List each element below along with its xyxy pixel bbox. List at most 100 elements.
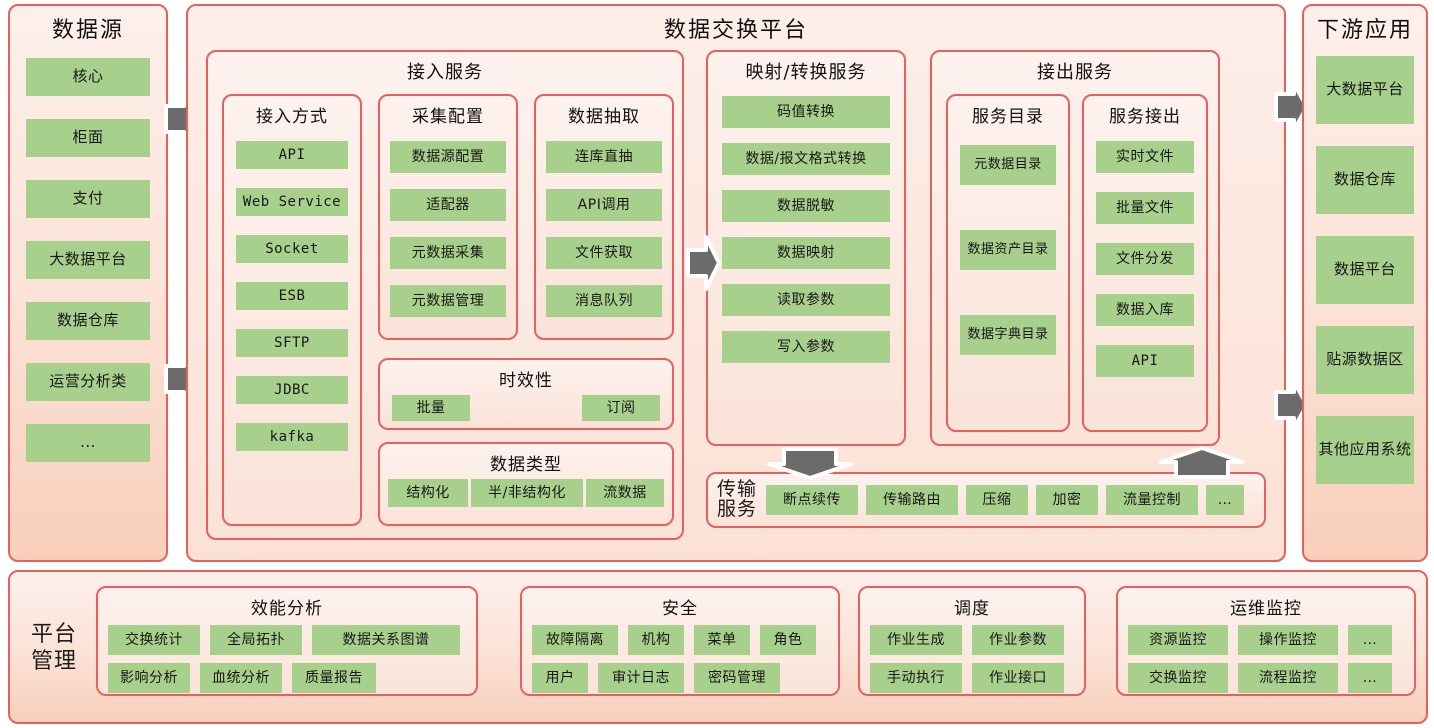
list-item[interactable]: API: [236, 141, 348, 169]
list-item[interactable]: 订阅: [582, 395, 660, 421]
group-row: 交换监控 流程监控 …: [1118, 663, 1414, 693]
performance-analysis-group: 效能分析 交换统计 全局拓扑 数据关系图谱 影响分析 血统分析 质量报告: [96, 586, 478, 696]
group-row: 影响分析 血统分析 质量报告: [98, 663, 476, 693]
list-item[interactable]: 数据关系图谱: [312, 625, 460, 655]
list-item[interactable]: 数据字典目录: [960, 315, 1056, 355]
list-item[interactable]: 支付: [26, 180, 150, 218]
list-item[interactable]: …: [1206, 485, 1244, 515]
list-item[interactable]: 数据/报文格式转换: [722, 143, 890, 175]
datasource-title: 数据源: [51, 18, 124, 43]
list-item[interactable]: …: [1348, 625, 1392, 655]
transport-service-title: 传输服务: [716, 478, 757, 520]
list-item[interactable]: 结构化: [388, 479, 468, 507]
list-item[interactable]: 码值转换: [722, 96, 890, 128]
list-item[interactable]: 用户: [532, 663, 588, 693]
list-item[interactable]: 文件分发: [1096, 243, 1194, 275]
list-item[interactable]: 大数据平台: [1316, 56, 1414, 124]
data-type-title: 数据类型: [490, 455, 562, 475]
map-transform-list: 码值转换 数据/报文格式转换 数据脱敏 数据映射 读取参数 写入参数: [708, 84, 904, 363]
list-item[interactable]: 审计日志: [598, 663, 684, 693]
list-item[interactable]: kafka: [236, 423, 348, 451]
list-item[interactable]: 连库直抽: [546, 141, 662, 173]
list-item[interactable]: ...: [26, 424, 150, 462]
list-item[interactable]: 机构: [628, 625, 684, 655]
list-item[interactable]: 元数据管理: [390, 285, 506, 317]
platform-management-panel: 平台管理 效能分析 交换统计 全局拓扑 数据关系图谱 影响分析 血统分析 质量报…: [8, 570, 1428, 724]
list-item[interactable]: 元数据采集: [390, 237, 506, 269]
list-item[interactable]: SFTP: [236, 329, 348, 357]
list-item[interactable]: 数据脱敏: [722, 190, 890, 222]
list-item[interactable]: 批量: [392, 395, 470, 421]
list-item[interactable]: 角色: [760, 625, 816, 655]
list-item[interactable]: 流数据: [586, 479, 664, 507]
list-item[interactable]: 密码管理: [694, 663, 780, 693]
ops-monitoring-group: 运维监控 资源监控 操作监控 … 交换监控 流程监控 …: [1116, 586, 1416, 696]
list-item[interactable]: 其他应用系统: [1316, 416, 1414, 484]
list-item[interactable]: 流量控制: [1106, 485, 1198, 515]
list-item[interactable]: 写入参数: [722, 331, 890, 363]
list-item[interactable]: 手动执行: [870, 663, 962, 693]
timeliness-list: 批量 订阅: [380, 391, 672, 421]
list-item[interactable]: 交换监控: [1128, 663, 1228, 693]
performance-analysis-title: 效能分析: [251, 599, 323, 619]
list-item[interactable]: …: [1348, 663, 1392, 693]
list-item[interactable]: 传输路由: [866, 485, 958, 515]
data-type-panel: 数据类型 结构化 半/非结构化 流数据: [378, 442, 674, 526]
security-group: 安全 故障隔离 机构 菜单 角色 用户 审计日志 密码管理: [520, 586, 840, 696]
list-item[interactable]: 数据源配置: [390, 141, 506, 173]
list-item[interactable]: 核心: [26, 58, 150, 96]
access-method-panel: 接入方式 API Web Service Socket ESB SFTP JDB…: [222, 94, 362, 526]
data-extract-title: 数据抽取: [568, 107, 640, 127]
list-item[interactable]: 元数据目录: [960, 145, 1056, 185]
list-item[interactable]: 数据平台: [1316, 236, 1414, 304]
list-item[interactable]: 贴源数据区: [1316, 326, 1414, 394]
list-item[interactable]: API调用: [546, 189, 662, 221]
list-item[interactable]: JDBC: [236, 376, 348, 404]
collect-config-title: 采集配置: [412, 107, 484, 127]
group-row: 交换统计 全局拓扑 数据关系图谱: [98, 625, 476, 655]
list-item[interactable]: 作业接口: [972, 663, 1064, 693]
list-item[interactable]: 加密: [1036, 485, 1098, 515]
list-item[interactable]: 资源监控: [1128, 625, 1228, 655]
list-item[interactable]: 故障隔离: [532, 625, 618, 655]
list-item[interactable]: Web Service: [236, 188, 348, 216]
list-item[interactable]: 半/非结构化: [471, 479, 583, 507]
list-item[interactable]: 数据入库: [1096, 294, 1194, 326]
list-item[interactable]: 交换统计: [108, 625, 200, 655]
list-item[interactable]: 读取参数: [722, 284, 890, 316]
list-item[interactable]: 适配器: [390, 189, 506, 221]
list-item[interactable]: 操作监控: [1238, 625, 1338, 655]
list-item[interactable]: 质量报告: [292, 663, 376, 693]
list-item[interactable]: 流程监控: [1238, 663, 1338, 693]
list-item[interactable]: 作业参数: [972, 625, 1064, 655]
list-item[interactable]: API: [1096, 345, 1194, 377]
list-item[interactable]: 数据映射: [722, 237, 890, 269]
list-item[interactable]: 影响分析: [108, 663, 190, 693]
list-item[interactable]: 菜单: [694, 625, 750, 655]
timeliness-panel: 时效性 批量 订阅: [378, 358, 674, 430]
list-item[interactable]: 全局拓扑: [210, 625, 302, 655]
list-item[interactable]: Socket: [236, 235, 348, 263]
list-item[interactable]: 柜面: [26, 119, 150, 157]
list-item[interactable]: 消息队列: [546, 285, 662, 317]
list-item[interactable]: 作业生成: [870, 625, 962, 655]
service-catalog-title: 服务目录: [972, 107, 1044, 127]
list-item[interactable]: 大数据平台: [26, 241, 150, 279]
list-item[interactable]: 数据仓库: [26, 302, 150, 340]
downstream-title: 下游应用: [1316, 18, 1413, 43]
list-item[interactable]: ESB: [236, 282, 348, 310]
service-export-panel: 服务接出 实时文件 批量文件 文件分发 数据入库 API: [1082, 94, 1208, 432]
downstream-list: 大数据平台 数据仓库 数据平台 贴源数据区 其他应用系统: [1316, 56, 1414, 506]
list-item[interactable]: 断点续传: [766, 485, 858, 515]
list-item[interactable]: 数据仓库: [1316, 146, 1414, 214]
list-item[interactable]: 批量文件: [1096, 192, 1194, 224]
map-transform-service-title: 映射/转换服务: [745, 62, 867, 83]
list-item[interactable]: 文件获取: [546, 237, 662, 269]
list-item[interactable]: 血统分析: [200, 663, 282, 693]
list-item[interactable]: 实时文件: [1096, 141, 1194, 173]
group-row: 手动执行 作业接口: [860, 663, 1084, 693]
list-item[interactable]: 运营分析类: [26, 363, 150, 401]
list-item[interactable]: 数据资产目录: [960, 230, 1056, 270]
transport-service-panel: 传输服务 断点续传 传输路由 压缩 加密 流量控制 …: [706, 472, 1266, 528]
list-item[interactable]: 压缩: [966, 485, 1028, 515]
